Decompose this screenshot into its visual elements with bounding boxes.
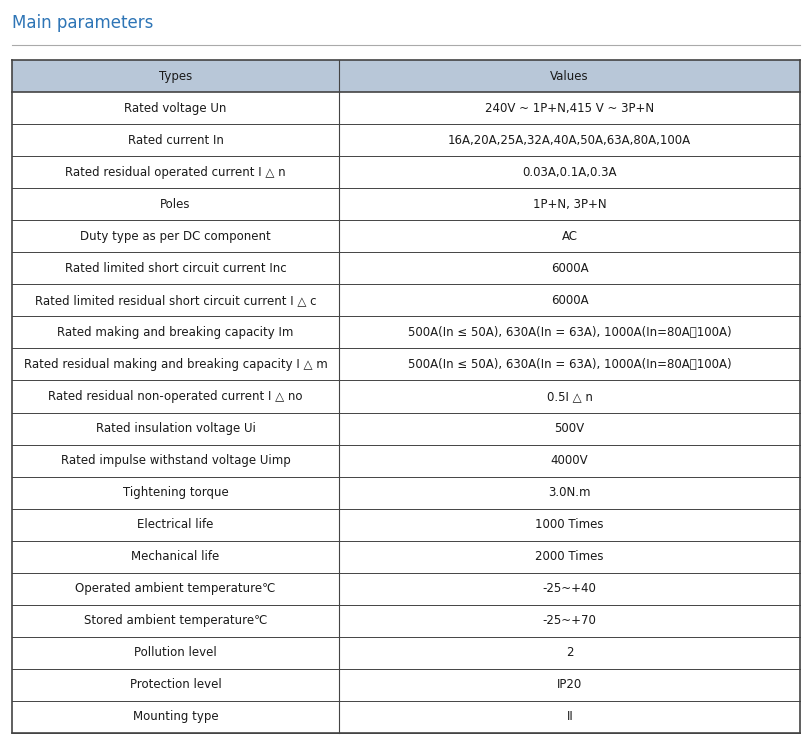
Text: Electrical life: Electrical life (137, 518, 213, 531)
Text: Rated voltage Un: Rated voltage Un (124, 102, 226, 114)
Text: Stored ambient temperature℃: Stored ambient temperature℃ (84, 614, 267, 627)
Text: 0.03A,0.1A,0.3A: 0.03A,0.1A,0.3A (521, 165, 616, 179)
Text: Duty type as per DC component: Duty type as per DC component (80, 230, 271, 243)
Text: Rated residual operated current I △ n: Rated residual operated current I △ n (65, 165, 285, 179)
Bar (12, 284, 799, 316)
Text: Poles: Poles (160, 197, 191, 211)
Bar (12, 605, 799, 637)
Text: 500A(In ≤ 50A), 630A(In = 63A), 1000A(In=80A、100A): 500A(In ≤ 50A), 630A(In = 63A), 1000A(In… (407, 326, 731, 339)
Bar (12, 156, 799, 188)
Text: Mechanical life: Mechanical life (131, 551, 219, 563)
Bar (12, 444, 799, 476)
Bar (12, 60, 799, 92)
Text: -25~+70: -25~+70 (542, 614, 596, 627)
Text: 1P+N, 3P+N: 1P+N, 3P+N (532, 197, 606, 211)
Bar (12, 349, 799, 381)
Bar (12, 637, 799, 669)
Text: 0.5I △ n: 0.5I △ n (546, 390, 592, 403)
Text: Rated limited short circuit current Inc: Rated limited short circuit current Inc (65, 262, 286, 275)
Bar (12, 476, 799, 509)
Bar (12, 124, 799, 156)
Bar (12, 701, 799, 733)
Text: Rated impulse withstand voltage Uimp: Rated impulse withstand voltage Uimp (61, 454, 290, 467)
Text: Ⅱ: Ⅱ (566, 711, 572, 723)
Bar (12, 541, 799, 573)
Text: 16A,20A,25A,32A,40A,50A,63A,80A,100A: 16A,20A,25A,32A,40A,50A,63A,80A,100A (448, 134, 690, 147)
Text: 2: 2 (565, 646, 573, 660)
Bar (12, 573, 799, 605)
Text: -25~+40: -25~+40 (542, 582, 596, 595)
Text: Rated residual making and breaking capacity I △ m: Rated residual making and breaking capac… (24, 358, 327, 371)
Text: 500A(In ≤ 50A), 630A(In = 63A), 1000A(In=80A、100A): 500A(In ≤ 50A), 630A(In = 63A), 1000A(In… (407, 358, 731, 371)
Text: Mounting type: Mounting type (132, 711, 218, 723)
Text: Types: Types (159, 70, 192, 82)
Text: Rated limited residual short circuit current I △ c: Rated limited residual short circuit cur… (35, 294, 315, 307)
Text: 6000A: 6000A (550, 294, 588, 307)
Text: Main parameters: Main parameters (12, 14, 153, 32)
Bar (12, 188, 799, 220)
Text: Values: Values (550, 70, 588, 82)
Text: Protection level: Protection level (130, 678, 221, 692)
Text: Pollution level: Pollution level (134, 646, 217, 660)
Bar (12, 252, 799, 284)
Text: Rated insulation voltage Ui: Rated insulation voltage Ui (96, 422, 255, 435)
Bar (12, 381, 799, 413)
Text: 4000V: 4000V (550, 454, 588, 467)
Bar (12, 669, 799, 701)
Text: Rated residual non-operated current I △ no: Rated residual non-operated current I △ … (48, 390, 303, 403)
Text: 1000 Times: 1000 Times (534, 518, 603, 531)
Text: 240V ~ 1P+N,415 V ~ 3P+N: 240V ~ 1P+N,415 V ~ 3P+N (484, 102, 654, 114)
Text: Rated making and breaking capacity Im: Rated making and breaking capacity Im (58, 326, 294, 339)
Text: IP20: IP20 (556, 678, 581, 692)
Bar (12, 509, 799, 541)
Bar (12, 92, 799, 124)
Text: 6000A: 6000A (550, 262, 588, 275)
Bar (12, 413, 799, 444)
Text: Rated current In: Rated current In (127, 134, 223, 147)
Text: 3.0N.m: 3.0N.m (547, 486, 590, 499)
Text: 2000 Times: 2000 Times (534, 551, 603, 563)
Text: AC: AC (561, 230, 577, 243)
Text: Tightening torque: Tightening torque (122, 486, 228, 499)
Bar (12, 316, 799, 349)
Text: Operated ambient temperature℃: Operated ambient temperature℃ (75, 582, 276, 595)
Bar (12, 220, 799, 252)
Text: 500V: 500V (554, 422, 584, 435)
